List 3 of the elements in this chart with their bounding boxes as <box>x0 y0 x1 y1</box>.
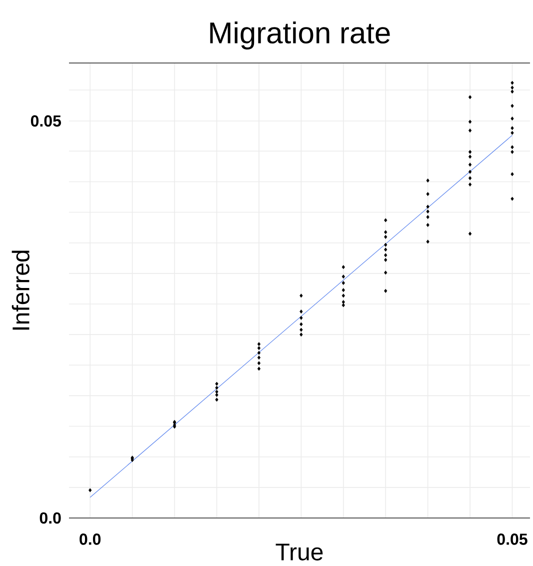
chart-title: Migration rate <box>210 22 390 50</box>
x-axis-title: True <box>276 544 323 560</box>
y-axis-title: Inferred <box>12 250 30 330</box>
